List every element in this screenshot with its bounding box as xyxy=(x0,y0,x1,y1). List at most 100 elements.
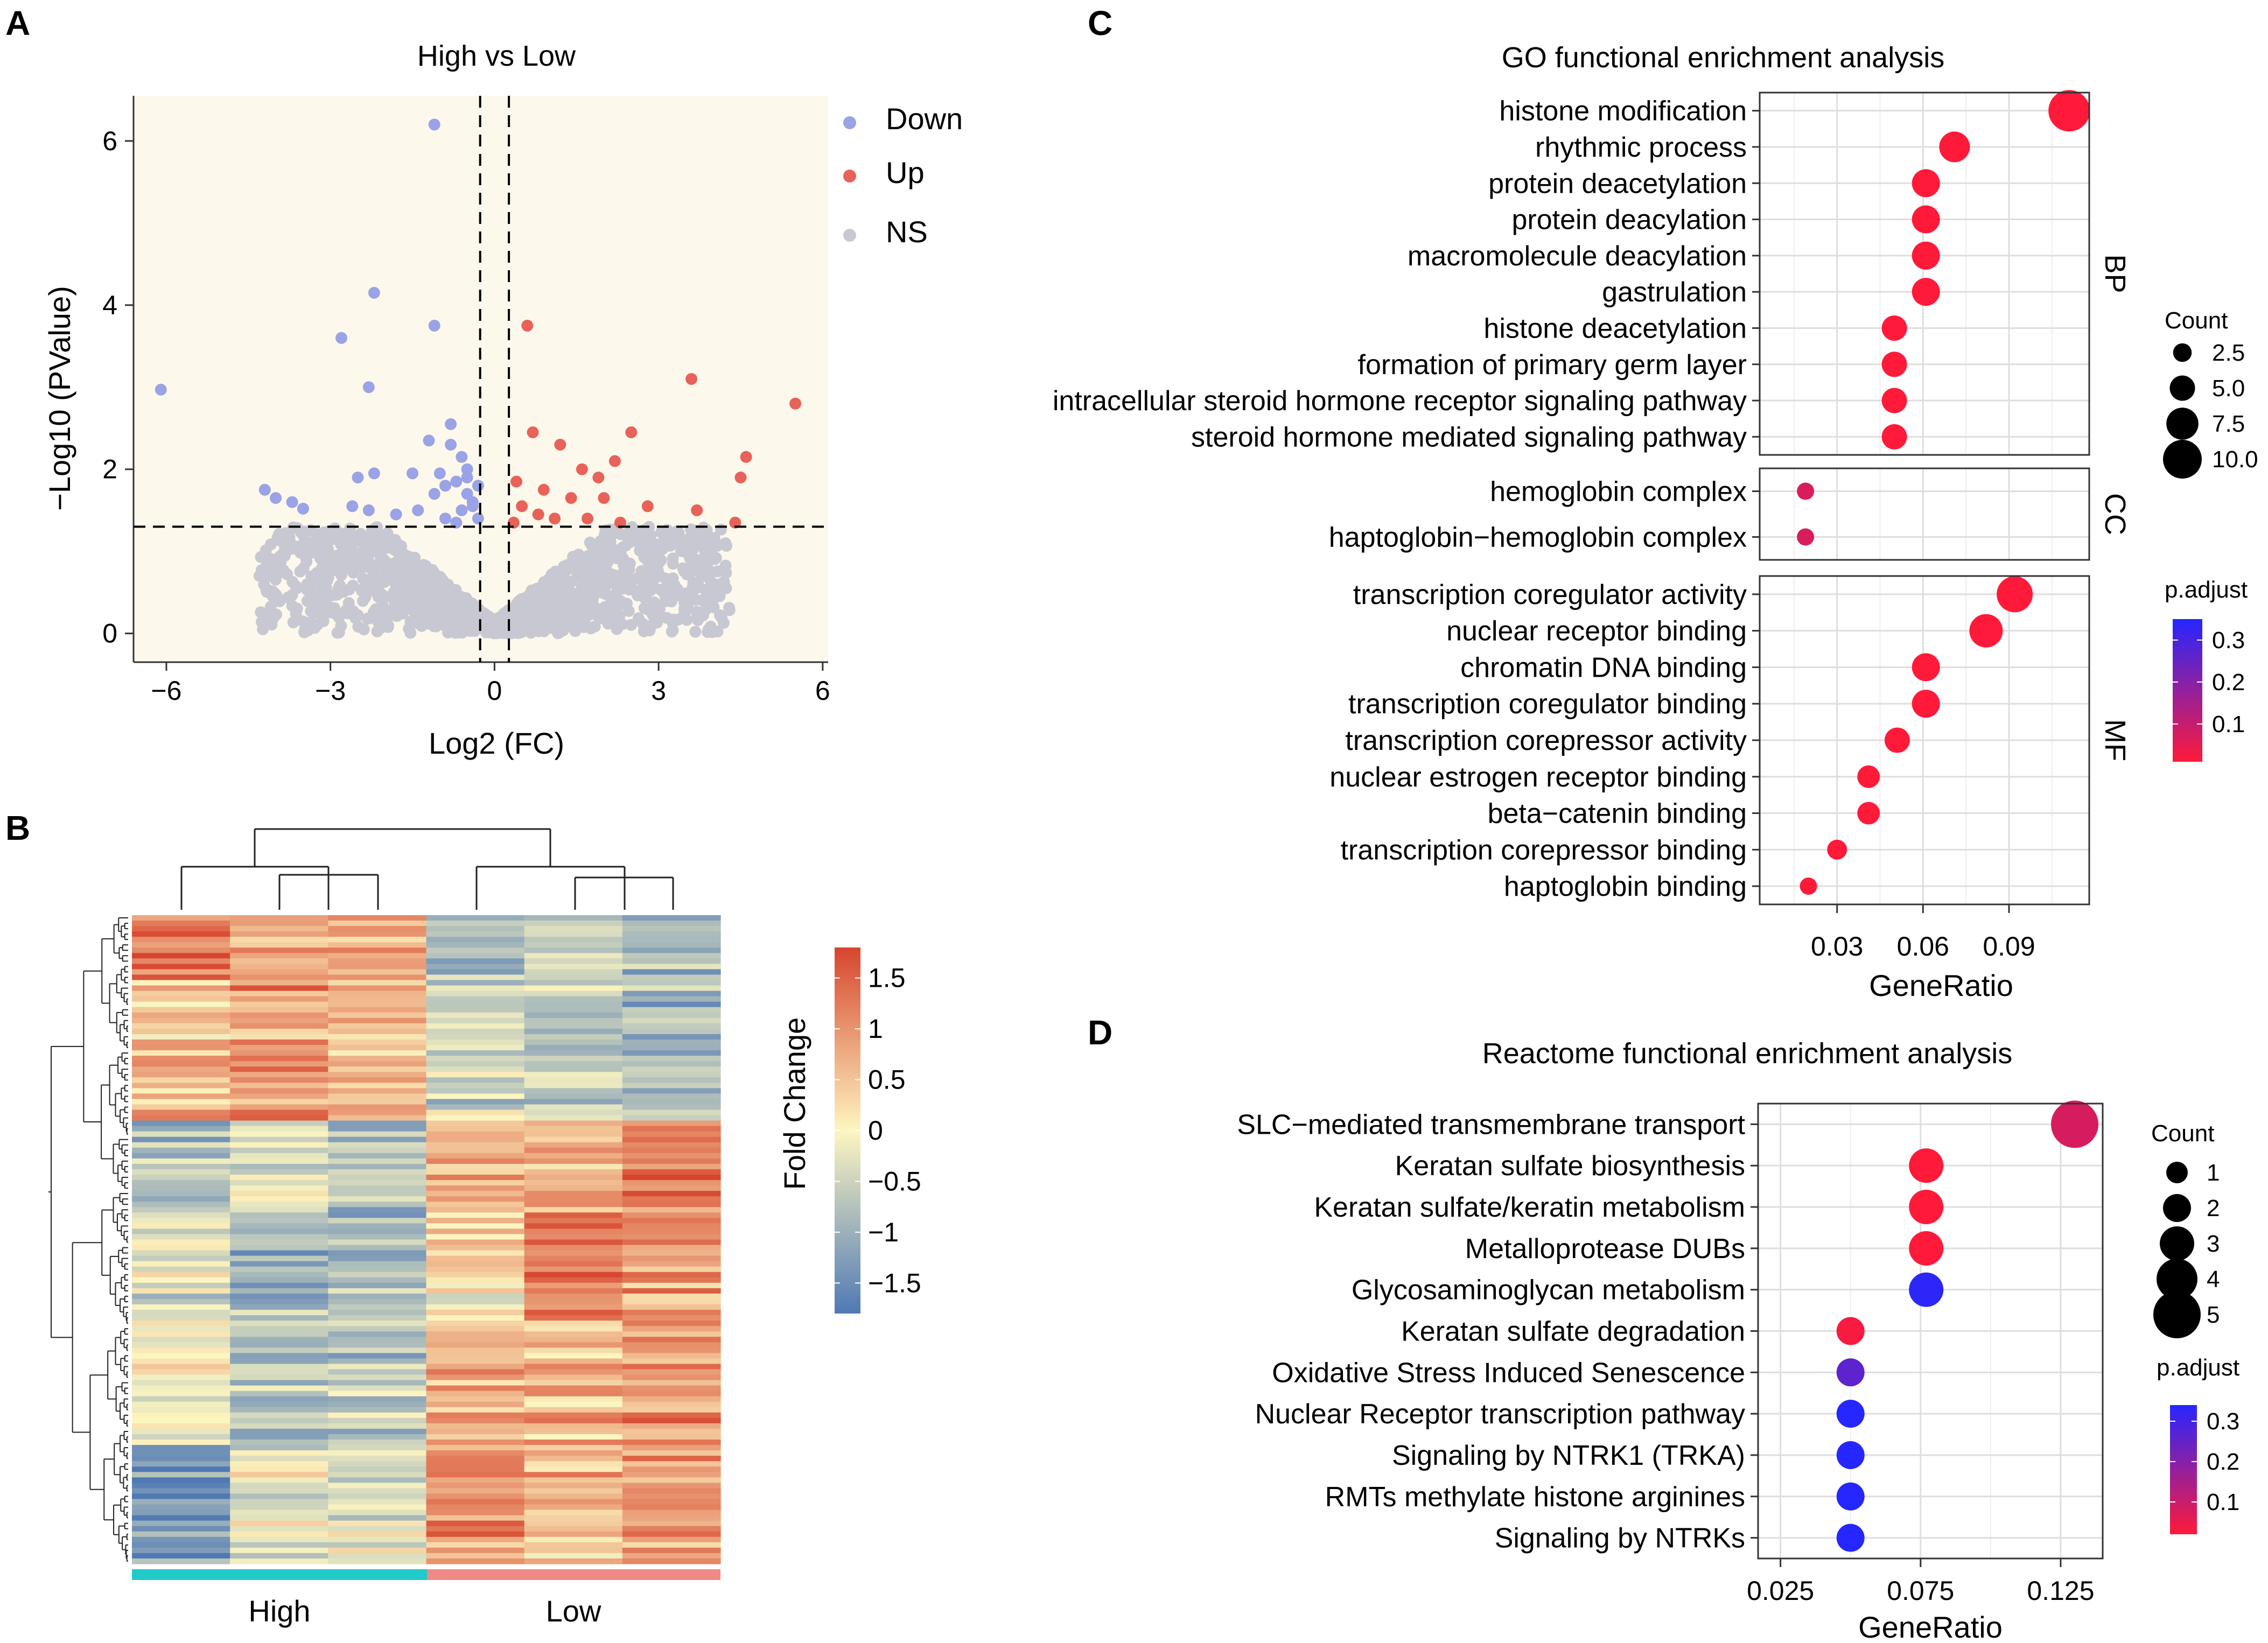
heatmap-cell xyxy=(328,958,427,964)
colorbar-tick-label: 0.2 xyxy=(2212,669,2245,696)
heatmap-cell xyxy=(426,1202,525,1207)
ns-point xyxy=(699,584,712,596)
heatmap-cell xyxy=(328,1012,427,1019)
ns-point xyxy=(295,526,307,538)
heatmap-cell xyxy=(524,1536,623,1543)
term-label: Keratan sulfate degradation xyxy=(1401,1316,1745,1347)
heatmap-cell xyxy=(426,1061,525,1067)
heatmap-cell xyxy=(230,1445,328,1451)
count-legend-label: 7.5 xyxy=(2212,411,2245,437)
ns-point xyxy=(381,531,394,543)
enrichment-dot xyxy=(1836,1523,1865,1552)
heatmap-cell xyxy=(622,1326,721,1332)
heatmap-cell xyxy=(622,1477,721,1483)
heatmap-cell xyxy=(426,926,525,932)
heatmap-cell xyxy=(328,942,427,948)
heatmap-cell xyxy=(132,1061,230,1067)
heatmap-cell xyxy=(426,985,525,992)
heatmap-cell xyxy=(230,1261,328,1267)
heatmap-cell xyxy=(524,1428,623,1435)
heatmap-cell xyxy=(328,1120,427,1127)
heatmap-cell xyxy=(328,1261,427,1267)
ns-point xyxy=(369,561,382,574)
ns-point xyxy=(432,571,445,584)
up-point xyxy=(507,516,520,529)
heatmap-cell xyxy=(132,1288,230,1294)
term-label: Oxidative Stress Induced Senescence xyxy=(1272,1357,1745,1388)
group-label-low: Low xyxy=(546,1594,601,1628)
heatmap-cell xyxy=(328,974,427,981)
heatmap-cell xyxy=(622,1093,721,1100)
ns-point xyxy=(452,591,465,603)
colorbar-tick-label: 0.1 xyxy=(2207,1489,2239,1515)
heatmap-cell xyxy=(426,1440,525,1445)
heatmap-cell xyxy=(230,1017,328,1024)
heatmap-cell xyxy=(622,1028,721,1035)
heatmap-cell xyxy=(426,915,525,921)
ns-point xyxy=(292,540,304,553)
heatmap-cell xyxy=(230,947,328,953)
ns-point xyxy=(659,595,671,607)
panel-label-d: D xyxy=(1088,1013,1112,1052)
heatmap-cell xyxy=(524,1321,623,1326)
heatmap-cell xyxy=(426,1477,525,1483)
heatmap-cell xyxy=(230,1212,328,1218)
heatmap-cell xyxy=(132,991,230,997)
heatmap-cell xyxy=(132,1023,230,1029)
ns-point xyxy=(413,592,425,604)
heatmap-cell xyxy=(426,1472,525,1478)
heatmap-cell xyxy=(230,996,328,1002)
heatmap-cell xyxy=(328,1066,427,1072)
heatmap-cell xyxy=(230,1163,328,1170)
heatmap-cell xyxy=(524,991,623,997)
ns-point xyxy=(546,602,558,614)
heatmap-cell xyxy=(230,991,328,997)
down-point xyxy=(423,434,435,447)
enrichment-dot xyxy=(1836,1482,1865,1511)
heatmap-cell xyxy=(426,1163,525,1170)
heatmap-cell xyxy=(328,1282,427,1289)
heatmap-cell xyxy=(328,1272,427,1278)
up-point xyxy=(554,439,566,451)
heatmap-cell xyxy=(328,1001,427,1008)
heatmap-cell xyxy=(622,921,721,926)
reactome-title: Reactome functional enrichment analysis xyxy=(1482,1037,2013,1070)
heatmap-cell xyxy=(132,1321,230,1326)
heatmap-cell xyxy=(132,1250,230,1256)
ns-point xyxy=(505,627,517,639)
heatmap-cell xyxy=(524,915,623,921)
heatmap-cell xyxy=(622,1034,721,1040)
heatmap-cell xyxy=(132,985,230,992)
heatmap-cell xyxy=(230,958,328,964)
heatmap-cell xyxy=(524,1374,623,1381)
ns-point xyxy=(592,569,605,581)
down-point xyxy=(466,500,479,512)
heatmap-cell xyxy=(230,1104,328,1111)
volcano-thresholds xyxy=(134,96,828,662)
heatmap-cell xyxy=(328,1515,427,1521)
heatmap-cell xyxy=(524,1234,623,1240)
enrichment-dot xyxy=(1797,482,1815,500)
heatmap-cell xyxy=(230,1191,328,1197)
heatmap-cell xyxy=(524,1012,623,1019)
heatmap-cell xyxy=(622,926,721,932)
heatmap-cell xyxy=(132,1374,230,1381)
heatmap-cell xyxy=(524,1163,623,1170)
heatmap-cell xyxy=(230,1310,328,1316)
down-point xyxy=(362,504,375,516)
heatmap-cell xyxy=(328,1212,427,1218)
heatmap-cell xyxy=(426,1001,525,1008)
heatmap-cell xyxy=(230,1007,328,1013)
heatmap-cell xyxy=(622,1401,721,1408)
heatmap-cell xyxy=(524,1034,623,1040)
ns-point xyxy=(395,605,408,617)
heatmap-cell xyxy=(524,1509,623,1516)
heatmap-cell xyxy=(132,974,230,981)
heatmap-cell xyxy=(132,1412,230,1419)
heatmap-cell xyxy=(132,1364,230,1370)
ns-point xyxy=(613,616,625,629)
heatmap-cell xyxy=(524,926,623,932)
heatmap-cell xyxy=(230,1477,328,1483)
up-point xyxy=(734,472,747,483)
enrichment-dot xyxy=(1997,576,2033,613)
